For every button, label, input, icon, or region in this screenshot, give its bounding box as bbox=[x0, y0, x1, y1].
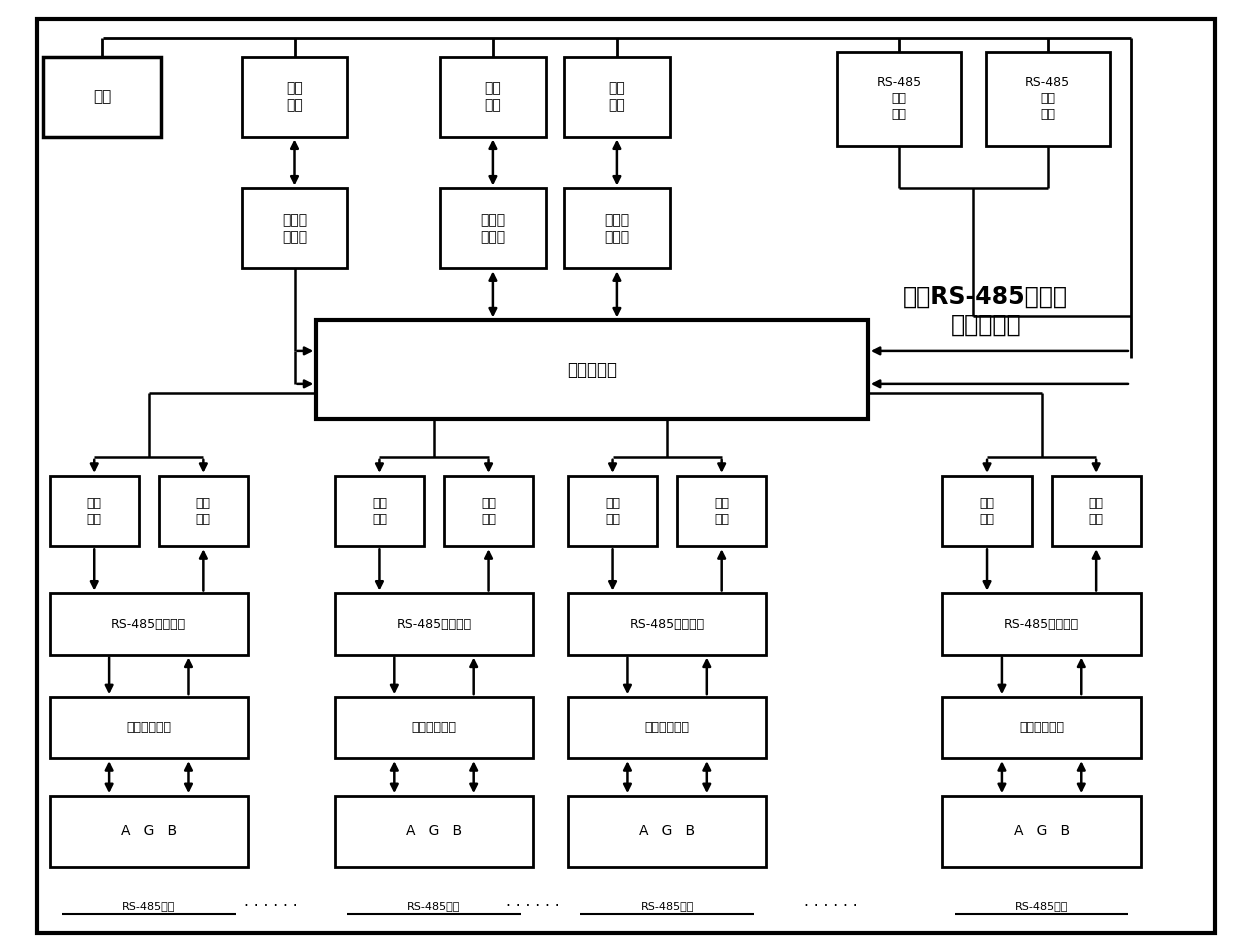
Bar bbox=[1052, 476, 1141, 546]
Bar bbox=[335, 697, 533, 758]
Text: RS-485接口芯片: RS-485接口芯片 bbox=[630, 618, 704, 630]
Bar bbox=[942, 697, 1141, 758]
Text: 电源: 电源 bbox=[93, 89, 112, 104]
Text: 高速
光耦: 高速 光耦 bbox=[196, 496, 211, 526]
Text: 高速
光耦: 高速 光耦 bbox=[1089, 496, 1104, 526]
Text: 三级防雷电路: 三级防雷电路 bbox=[1019, 722, 1064, 734]
Bar bbox=[942, 593, 1141, 655]
Bar bbox=[43, 57, 161, 137]
Bar bbox=[568, 593, 766, 655]
Bar bbox=[677, 476, 766, 546]
Bar bbox=[159, 476, 248, 546]
Text: RS-485接口: RS-485接口 bbox=[122, 901, 176, 911]
Bar bbox=[335, 796, 533, 867]
Text: 上行
光口: 上行 光口 bbox=[286, 81, 303, 112]
Bar bbox=[568, 796, 766, 867]
Bar bbox=[316, 320, 868, 419]
Text: 高速
光耦: 高速 光耦 bbox=[605, 496, 620, 526]
Text: 无源RS-485光网络
多端口终端: 无源RS-485光网络 多端口终端 bbox=[903, 285, 1069, 336]
Bar bbox=[440, 188, 546, 268]
Text: 级联
光口: 级联 光口 bbox=[485, 81, 501, 112]
Text: · · · · · ·: · · · · · · bbox=[804, 899, 858, 914]
Bar bbox=[50, 796, 248, 867]
Bar bbox=[568, 697, 766, 758]
Text: 高速
光耦: 高速 光耦 bbox=[481, 496, 496, 526]
Bar bbox=[444, 476, 533, 546]
Text: 总线仲裁器: 总线仲裁器 bbox=[567, 361, 618, 379]
Text: A   G   B: A G B bbox=[639, 824, 696, 838]
Text: A   G   B: A G B bbox=[405, 824, 463, 838]
Text: · · · · · ·: · · · · · · bbox=[506, 899, 560, 914]
Bar bbox=[50, 476, 139, 546]
Text: RS-485
级联
端口: RS-485 级联 端口 bbox=[1025, 76, 1070, 122]
Bar bbox=[50, 593, 248, 655]
Text: A   G   B: A G B bbox=[120, 824, 177, 838]
Text: 光电转
换模块: 光电转 换模块 bbox=[281, 213, 308, 244]
Bar bbox=[942, 796, 1141, 867]
Text: RS-485接口: RS-485接口 bbox=[407, 901, 461, 911]
Text: · · · · · ·: · · · · · · bbox=[243, 899, 298, 914]
Bar bbox=[986, 52, 1110, 146]
Text: 高速
光耦: 高速 光耦 bbox=[87, 496, 102, 526]
Text: RS-485接口芯片: RS-485接口芯片 bbox=[1004, 618, 1079, 630]
Text: 三级防雷电路: 三级防雷电路 bbox=[645, 722, 689, 734]
Bar bbox=[837, 52, 961, 146]
Text: 高速
光耦: 高速 光耦 bbox=[714, 496, 729, 526]
Text: 三级防雷电路: 三级防雷电路 bbox=[412, 722, 456, 734]
Bar bbox=[564, 188, 670, 268]
Text: RS-485接口芯片: RS-485接口芯片 bbox=[112, 618, 186, 630]
Text: RS-485
级联
端口: RS-485 级联 端口 bbox=[877, 76, 921, 122]
Bar bbox=[242, 57, 347, 137]
Text: 光电转
换模块: 光电转 换模块 bbox=[480, 213, 506, 244]
Text: RS-485接口: RS-485接口 bbox=[640, 901, 694, 911]
Bar bbox=[242, 188, 347, 268]
Bar bbox=[564, 57, 670, 137]
Text: A   G   B: A G B bbox=[1013, 824, 1070, 838]
Bar bbox=[942, 476, 1032, 546]
Bar bbox=[50, 697, 248, 758]
Text: RS-485接口: RS-485接口 bbox=[1014, 901, 1069, 911]
Bar bbox=[335, 593, 533, 655]
Text: 光电转
换模块: 光电转 换模块 bbox=[604, 213, 630, 244]
Text: 级联
光口: 级联 光口 bbox=[609, 81, 625, 112]
Bar bbox=[335, 476, 424, 546]
Text: RS-485接口芯片: RS-485接口芯片 bbox=[397, 618, 471, 630]
Text: 三级防雷电路: 三级防雷电路 bbox=[126, 722, 171, 734]
Text: 高速
光耦: 高速 光耦 bbox=[372, 496, 387, 526]
Text: 高速
光耦: 高速 光耦 bbox=[980, 496, 994, 526]
Bar bbox=[568, 476, 657, 546]
Bar bbox=[440, 57, 546, 137]
